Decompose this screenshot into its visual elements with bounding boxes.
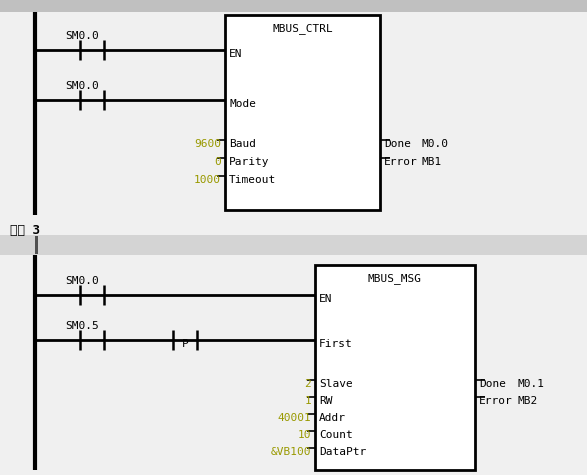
- Text: 9600: 9600: [194, 139, 221, 149]
- Bar: [0, 235, 587, 255]
- Text: 0: 0: [214, 157, 221, 167]
- Bar: [0, 0, 587, 12]
- Text: MB2: MB2: [517, 396, 537, 406]
- Text: 10: 10: [298, 430, 311, 440]
- Text: SM0.5: SM0.5: [65, 321, 99, 331]
- Text: &VB100: &VB100: [271, 447, 311, 457]
- Text: Done: Done: [384, 139, 411, 149]
- Text: RW: RW: [319, 396, 332, 406]
- Bar: [315, 265, 475, 470]
- Text: Baud: Baud: [229, 139, 256, 149]
- Text: Count: Count: [319, 430, 353, 440]
- Text: SM0.0: SM0.0: [65, 81, 99, 91]
- Text: EN: EN: [319, 294, 332, 304]
- Text: Done: Done: [479, 379, 506, 389]
- Text: M0.1: M0.1: [517, 379, 544, 389]
- Text: 40001: 40001: [277, 413, 311, 423]
- Text: 网络 3: 网络 3: [10, 224, 40, 237]
- Text: Error: Error: [384, 157, 418, 167]
- Text: DataPtr: DataPtr: [319, 447, 366, 457]
- Text: Parity: Parity: [229, 157, 269, 167]
- Text: Mode: Mode: [229, 99, 256, 109]
- Text: EN: EN: [229, 49, 242, 59]
- Text: MBUS_CTRL: MBUS_CTRL: [272, 24, 333, 35]
- Text: P: P: [181, 339, 188, 349]
- Text: 2: 2: [304, 379, 311, 389]
- Text: SM0.0: SM0.0: [65, 31, 99, 41]
- Text: SM0.0: SM0.0: [65, 276, 99, 286]
- Text: Timeout: Timeout: [229, 175, 276, 185]
- Bar: [35, 236, 38, 254]
- Text: M0.0: M0.0: [422, 139, 449, 149]
- Text: MBUS_MSG: MBUS_MSG: [368, 274, 422, 285]
- Text: 1: 1: [304, 396, 311, 406]
- Text: Addr: Addr: [319, 413, 346, 423]
- Text: Slave: Slave: [319, 379, 353, 389]
- Text: MB1: MB1: [422, 157, 442, 167]
- Bar: [225, 15, 380, 210]
- Text: First: First: [319, 339, 353, 349]
- Text: Error: Error: [479, 396, 513, 406]
- Text: 1000: 1000: [194, 175, 221, 185]
